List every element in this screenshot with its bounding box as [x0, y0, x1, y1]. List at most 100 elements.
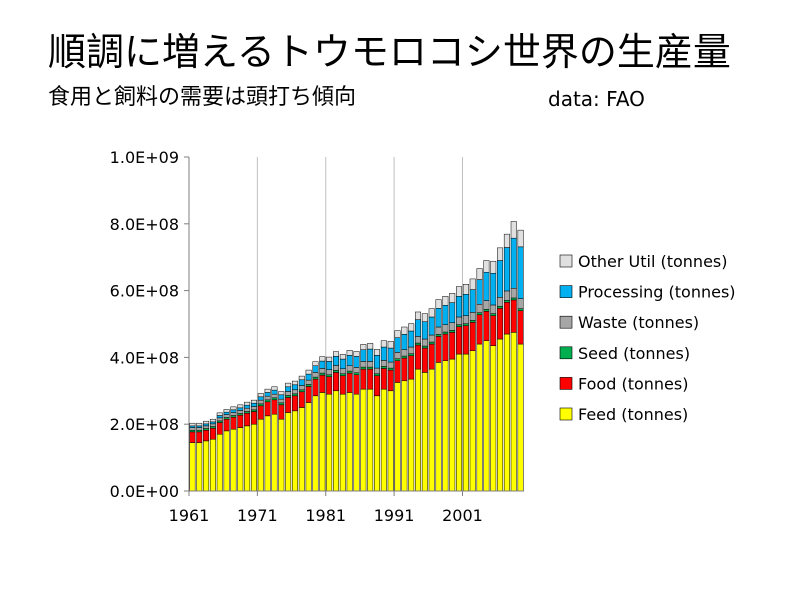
bar-other-2000: [456, 286, 463, 297]
bar-seed-1979: [312, 376, 319, 380]
bar-seed-1996: [428, 341, 435, 345]
bar-processing-1999: [449, 302, 456, 323]
bar-food-2004: [483, 311, 490, 341]
bar-feed-1989: [380, 388, 387, 492]
bar-processing-2002: [469, 289, 476, 313]
bar-waste-1967: [230, 412, 237, 416]
bar-processing-1978: [305, 373, 312, 381]
y-tick-label: 0.0E+00: [110, 482, 179, 501]
bar-other-2004: [483, 260, 490, 273]
bar-seed-2005: [490, 313, 497, 316]
bar-food-1988: [374, 375, 380, 397]
bar-feed-1995: [421, 372, 428, 492]
bar-food-1971: [257, 405, 264, 420]
bar-feed-1969: [244, 425, 251, 492]
bar-other-1992: [401, 326, 408, 335]
bar-processing-1998: [442, 305, 449, 325]
bar-processing-1976: [291, 384, 298, 391]
y-tick-label: 1.0E+09: [110, 148, 179, 167]
bar-seed-2006: [497, 306, 504, 309]
bar-feed-1986: [360, 388, 367, 492]
bar-waste-2001: [462, 315, 469, 324]
bar-waste-1970: [250, 406, 257, 411]
bar-other-1977: [298, 375, 305, 381]
bar-processing-2005: [490, 272, 497, 306]
bar-waste-1994: [415, 336, 422, 344]
bar-waste-1974: [278, 398, 285, 404]
bar-food-1977: [298, 391, 305, 408]
bar-food-1985: [353, 374, 360, 395]
bar-other-1972: [264, 388, 271, 393]
legend-label: Food (tonnes): [578, 374, 688, 393]
bar-other-1983: [339, 354, 346, 360]
bar-feed-2001: [462, 353, 469, 492]
bar-processing-1963: [203, 423, 210, 427]
bar-feed-1965: [216, 433, 223, 492]
bar-waste-1989: [380, 360, 387, 367]
bar-feed-1964: [209, 438, 216, 492]
bar-other-1963: [203, 420, 210, 425]
bars-group: [189, 221, 524, 492]
bar-feed-1967: [230, 428, 237, 492]
bar-seed-2003: [476, 312, 483, 315]
bar-waste-1988: [374, 367, 380, 375]
bar-other-1995: [421, 313, 428, 322]
bar-other-1988: [374, 349, 380, 356]
bar-processing-1967: [230, 409, 237, 413]
page-title: 順調に増えるトウモロコシ世界の生産量: [48, 30, 731, 74]
bar-food-1992: [401, 357, 408, 382]
bar-processing-2007: [503, 247, 510, 292]
bar-waste-2002: [469, 312, 476, 321]
bar-feed-1977: [298, 407, 305, 492]
bar-food-1994: [415, 344, 422, 370]
bar-food-1972: [264, 401, 271, 417]
bar-waste-2008: [510, 288, 517, 299]
bar-seed-1978: [305, 384, 312, 387]
bar-feed-2002: [469, 350, 476, 492]
bar-waste-1972: [264, 395, 271, 401]
bar-processing-1984: [346, 355, 353, 366]
bar-feed-1988: [374, 395, 380, 492]
bar-seed-1995: [421, 345, 428, 349]
bar-seed-1970: [250, 409, 257, 412]
y-tick-label: 8.0E+08: [110, 215, 179, 234]
bar-feed-1976: [291, 410, 298, 492]
bar-other-1999: [449, 293, 456, 303]
bar-feed-1992: [401, 380, 408, 492]
bar-other-1998: [442, 296, 449, 306]
bar-feed-1999: [449, 358, 456, 492]
bar-waste-1986: [360, 361, 367, 368]
bar-waste-1993: [408, 346, 415, 354]
bar-food-1965: [216, 422, 223, 435]
bar-food-1978: [305, 386, 312, 403]
bar-processing-1972: [264, 392, 271, 397]
bar-feed-1961: [189, 442, 196, 492]
bar-other-2007: [503, 233, 510, 248]
bar-food-1999: [449, 332, 456, 360]
bar-waste-1976: [291, 389, 298, 395]
axes: [188, 157, 524, 492]
bar-processing-1965: [216, 415, 223, 419]
bar-feed-1996: [428, 368, 435, 492]
bar-feed-1990: [387, 390, 394, 492]
bar-feed-1975: [285, 412, 292, 492]
bar-food-1969: [244, 412, 251, 427]
bar-food-1980: [319, 374, 326, 393]
bar-food-1963: [203, 429, 210, 442]
bar-processing-2001: [462, 294, 469, 316]
bar-food-1966: [223, 418, 230, 432]
bar-processing-1971: [257, 396, 264, 401]
bar-food-2001: [462, 325, 469, 355]
bar-waste-1973: [271, 393, 278, 399]
bar-seed-1964: [209, 426, 216, 429]
bar-waste-1997: [435, 326, 442, 335]
bar-processing-1985: [353, 356, 360, 368]
bar-seed-1981: [326, 374, 333, 378]
bar-seed-1999: [449, 330, 456, 333]
bar-waste-1975: [285, 391, 292, 396]
bar-waste-1978: [305, 379, 312, 385]
bar-waste-1977: [298, 385, 305, 391]
bar-other-1962: [196, 422, 203, 427]
bar-feed-1978: [305, 402, 312, 492]
